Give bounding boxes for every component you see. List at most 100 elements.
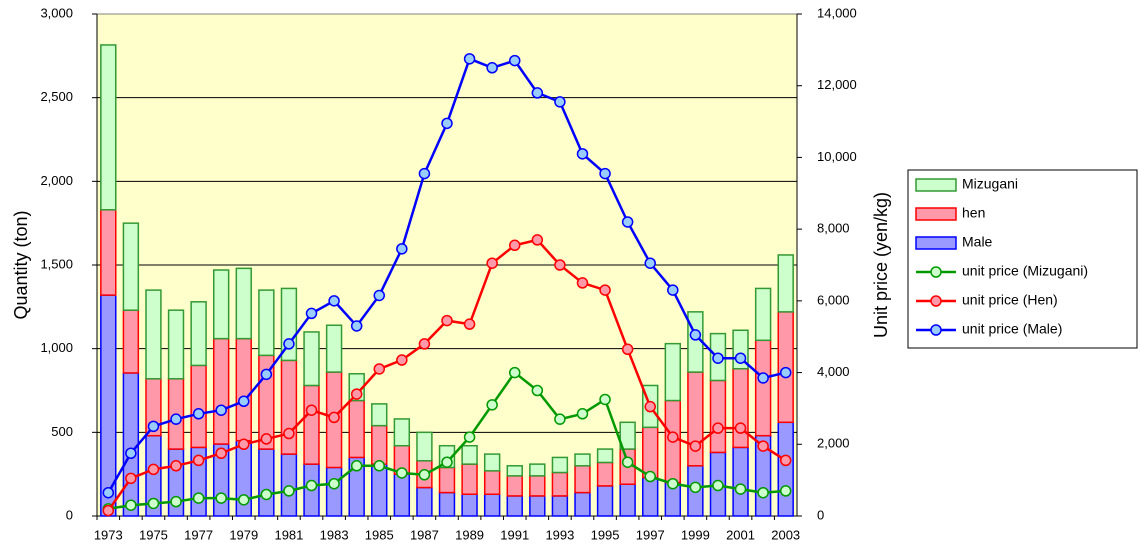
- bar: [100, 209, 117, 296]
- marker: [621, 343, 634, 356]
- marker: [486, 62, 498, 74]
- bar: [122, 372, 140, 517]
- bar: [438, 491, 456, 517]
- x-tick-label: 1973: [94, 527, 123, 542]
- bar: [371, 463, 388, 517]
- marker: [667, 477, 679, 490]
- bar: [325, 466, 343, 517]
- bar: [167, 309, 185, 380]
- marker: [441, 117, 453, 130]
- y2-tick-label: 8,000: [817, 221, 850, 236]
- bar: [280, 453, 298, 517]
- bar: [190, 301, 207, 367]
- bar: [235, 337, 252, 442]
- marker: [757, 486, 769, 499]
- bar: [371, 424, 388, 465]
- marker: [689, 440, 702, 452]
- bar: [100, 44, 117, 211]
- bar: [461, 463, 478, 495]
- bar: [461, 493, 478, 517]
- marker: [621, 216, 634, 228]
- x-tick-label: 2003: [771, 527, 800, 542]
- marker: [125, 472, 137, 485]
- legend-label: Male: [962, 234, 993, 250]
- bar: [303, 384, 320, 465]
- legend-swatch: [915, 207, 957, 221]
- marker: [305, 404, 318, 416]
- marker: [554, 259, 566, 271]
- marker: [328, 477, 340, 490]
- marker: [373, 460, 386, 472]
- marker: [734, 483, 747, 495]
- marker: [576, 148, 589, 160]
- bar: [619, 483, 636, 517]
- marker: [667, 431, 679, 443]
- bar: [258, 448, 275, 517]
- marker: [328, 411, 340, 424]
- bar: [461, 444, 478, 465]
- bar: [619, 421, 636, 450]
- marker: [531, 87, 544, 99]
- bar: [371, 403, 388, 427]
- bar: [393, 473, 411, 517]
- marker: [350, 320, 363, 332]
- x-tick-label: 1989: [455, 527, 484, 542]
- x-tick-label: 1995: [591, 527, 620, 542]
- bar: [483, 493, 501, 517]
- y2-tick-label: 4,000: [817, 364, 850, 379]
- bar: [529, 495, 546, 517]
- marker: [508, 239, 521, 252]
- y-tick-label: 1,000: [40, 340, 73, 355]
- marker: [373, 363, 386, 375]
- marker: [350, 388, 363, 400]
- marker: [418, 338, 431, 350]
- marker: [238, 494, 250, 506]
- marker: [170, 460, 182, 472]
- marker: [667, 284, 679, 296]
- marker: [238, 395, 250, 408]
- legend-label: unit price (Male): [962, 321, 1062, 337]
- x-tick-label: 1991: [500, 527, 529, 542]
- marker: [508, 54, 521, 67]
- marker: [238, 438, 250, 451]
- marker: [779, 454, 792, 467]
- marker: [689, 481, 702, 494]
- y2-tick-label: 6,000: [817, 292, 850, 307]
- marker: [712, 352, 724, 364]
- marker: [757, 372, 769, 384]
- bar: [754, 339, 772, 437]
- marker: [147, 420, 160, 433]
- marker: [328, 295, 340, 307]
- marker: [644, 470, 656, 483]
- bar: [709, 379, 727, 454]
- marker: [192, 492, 205, 504]
- bar: [348, 399, 365, 459]
- y2-tick-label: 2,000: [817, 436, 850, 451]
- legend-swatch: [915, 236, 957, 250]
- marker: [215, 447, 227, 459]
- bar: [529, 475, 546, 497]
- marker: [779, 366, 792, 379]
- marker: [576, 408, 589, 420]
- y2-tick-label: 14,000: [817, 5, 857, 20]
- bar: [506, 495, 523, 517]
- marker: [373, 289, 386, 302]
- marker: [734, 352, 747, 364]
- bar: [596, 448, 614, 464]
- marker: [192, 454, 205, 467]
- x-tick-label: 1977: [184, 527, 213, 542]
- legend-marker: [930, 324, 942, 336]
- marker: [147, 497, 160, 510]
- y-axis-title: Quantity (ton): [11, 210, 31, 319]
- marker: [576, 277, 589, 289]
- x-tick-label: 1987: [410, 527, 439, 542]
- marker: [305, 307, 318, 320]
- bar: [190, 364, 207, 449]
- marker: [486, 399, 498, 411]
- bar: [235, 267, 252, 340]
- bar: [145, 289, 162, 380]
- bar: [416, 486, 433, 517]
- bar: [393, 418, 411, 447]
- bar: [664, 342, 682, 402]
